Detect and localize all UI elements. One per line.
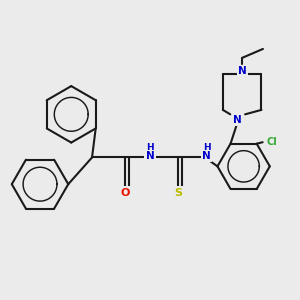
Text: S: S xyxy=(174,188,182,197)
Text: N: N xyxy=(202,151,211,161)
Text: N: N xyxy=(233,115,242,125)
Text: Cl: Cl xyxy=(267,137,278,147)
Text: H: H xyxy=(146,143,154,152)
Text: O: O xyxy=(120,188,129,197)
Text: H: H xyxy=(203,143,210,152)
Text: N: N xyxy=(238,66,247,76)
Text: N: N xyxy=(146,151,154,161)
